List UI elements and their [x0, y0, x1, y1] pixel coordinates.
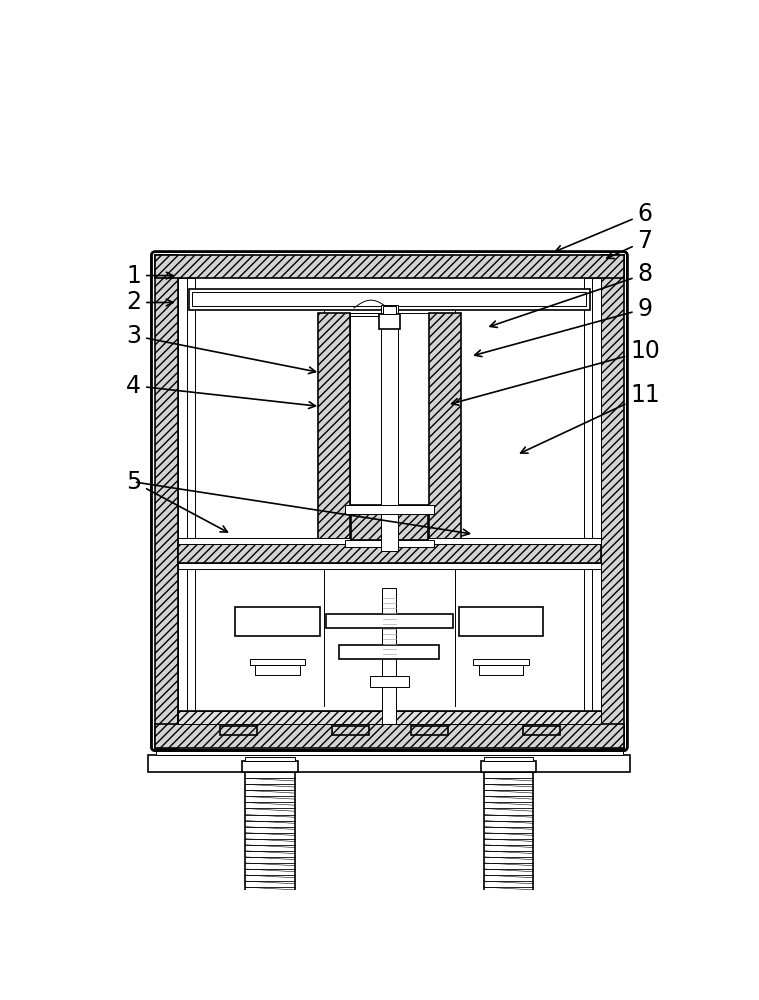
Bar — [474, 659, 529, 665]
Bar — [189, 289, 590, 310]
Bar — [192, 292, 587, 306]
Bar — [411, 726, 448, 735]
Bar — [220, 726, 257, 735]
Bar — [235, 607, 320, 636]
Bar — [178, 278, 187, 724]
Bar — [255, 665, 300, 675]
Bar — [178, 544, 601, 563]
Bar — [429, 312, 461, 544]
Bar — [498, 771, 519, 776]
Text: 2: 2 — [126, 290, 173, 314]
Text: 9: 9 — [474, 297, 653, 357]
Bar — [178, 711, 601, 724]
Text: 4: 4 — [126, 374, 316, 408]
Bar — [155, 255, 178, 748]
Bar — [383, 505, 396, 540]
Bar — [351, 505, 428, 540]
Bar — [345, 540, 433, 547]
Bar — [260, 771, 281, 776]
Bar — [242, 761, 298, 772]
Bar — [155, 724, 624, 748]
Bar — [458, 607, 543, 636]
Bar — [345, 505, 433, 514]
Bar — [370, 676, 408, 687]
Bar — [156, 749, 622, 755]
Bar — [194, 278, 584, 724]
Text: 11: 11 — [521, 383, 660, 453]
Bar — [601, 255, 624, 748]
Bar — [178, 711, 601, 724]
Bar — [178, 563, 601, 569]
Bar — [339, 645, 439, 659]
Bar — [250, 659, 305, 665]
Bar — [178, 278, 601, 724]
Bar — [245, 757, 294, 761]
Bar — [484, 757, 534, 761]
Bar — [479, 665, 524, 675]
Bar — [484, 772, 534, 899]
Bar — [318, 312, 350, 544]
Text: 5: 5 — [126, 470, 228, 532]
Text: 7: 7 — [607, 229, 653, 258]
Bar — [332, 726, 369, 735]
Text: 6: 6 — [556, 202, 653, 252]
Bar — [383, 306, 395, 314]
Bar — [245, 772, 294, 899]
Bar — [155, 255, 624, 278]
Bar — [481, 761, 537, 772]
Text: 1: 1 — [126, 264, 173, 288]
Bar — [592, 278, 601, 724]
Bar — [523, 726, 559, 735]
Bar — [326, 614, 453, 628]
Text: 10: 10 — [452, 339, 660, 405]
Bar — [178, 538, 601, 544]
Text: 8: 8 — [490, 262, 653, 327]
Bar — [178, 569, 601, 724]
Bar — [379, 314, 400, 329]
Bar — [187, 278, 194, 724]
Bar — [584, 278, 592, 724]
Bar — [148, 755, 631, 772]
Bar — [383, 588, 396, 724]
Bar — [381, 305, 398, 551]
Text: 3: 3 — [126, 324, 316, 374]
Bar — [350, 312, 429, 544]
